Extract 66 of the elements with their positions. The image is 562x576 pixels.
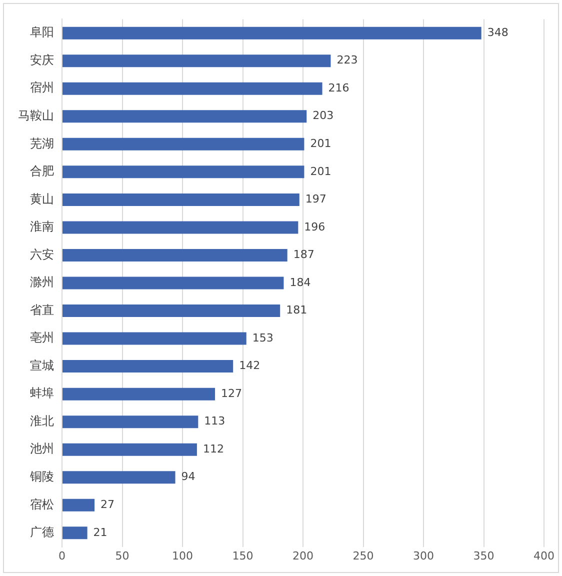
y-tick-label: 亳州 — [30, 330, 54, 345]
bar — [62, 82, 322, 95]
bar — [62, 416, 198, 428]
y-tick-label: 广德 — [30, 525, 54, 540]
y-tick-label: 马鞍山 — [18, 108, 54, 123]
data-label: 127 — [221, 386, 242, 400]
bar — [62, 304, 280, 318]
bar — [62, 526, 88, 540]
bar — [62, 166, 304, 178]
bar — [62, 54, 331, 68]
x-tick-label: 150 — [232, 549, 254, 562]
y-tick-label: 滁州 — [30, 275, 54, 290]
data-label: 201 — [310, 137, 332, 150]
data-label: 201 — [310, 164, 332, 178]
y-tick-label: 芜湖 — [30, 136, 54, 150]
bar — [62, 276, 284, 290]
y-tick-label: 淮北 — [30, 414, 54, 428]
bar — [62, 193, 300, 206]
y-tick-label: 池州 — [30, 442, 54, 456]
data-label: 203 — [312, 109, 334, 122]
x-tick-label: 400 — [534, 549, 554, 562]
y-tick-label: 宿州 — [30, 80, 54, 95]
data-label: 94 — [181, 470, 196, 484]
x-tick-label: 300 — [413, 549, 434, 562]
data-label: 216 — [328, 81, 350, 94]
y-tick-label: 合肥 — [30, 164, 54, 178]
data-label: 112 — [202, 442, 224, 456]
y-tick-label: 安庆 — [30, 52, 54, 67]
x-tick-label: 350 — [473, 549, 494, 562]
x-tick-label: 0 — [58, 549, 66, 562]
y-tick-label: 宣城 — [30, 358, 54, 372]
data-label: 197 — [305, 192, 326, 206]
bar — [62, 138, 304, 150]
x-tick-label: 250 — [352, 549, 374, 562]
bar — [62, 26, 482, 40]
x-tick-label: 200 — [292, 549, 314, 562]
x-tick-label: 50 — [115, 549, 130, 562]
y-tick-label: 六安 — [30, 247, 54, 262]
y-tick-label: 黄山 — [30, 192, 54, 206]
data-label: 348 — [487, 26, 508, 39]
data-label: 153 — [252, 331, 274, 344]
bar — [62, 110, 307, 123]
data-label: 21 — [93, 526, 108, 539]
y-tick-label: 蚌埠 — [30, 386, 54, 400]
y-tick-label: 淮南 — [30, 220, 54, 234]
bar — [62, 471, 176, 484]
data-label: 181 — [286, 304, 308, 317]
bar — [62, 498, 95, 512]
bar — [62, 360, 234, 373]
data-label: 142 — [239, 359, 260, 372]
data-label: 184 — [290, 276, 311, 289]
bar — [62, 221, 298, 234]
bar — [62, 248, 288, 262]
data-label: 196 — [304, 220, 326, 234]
data-label: 113 — [204, 414, 226, 428]
bar — [62, 388, 216, 400]
data-label: 187 — [293, 248, 314, 262]
y-tick-label: 省直 — [30, 302, 54, 317]
y-tick-label: 阜阳 — [30, 25, 54, 40]
data-label: 27 — [100, 498, 115, 512]
y-tick-label: 宿松 — [30, 497, 54, 512]
y-tick-label: 铜陵 — [29, 470, 54, 484]
data-label: 223 — [336, 54, 358, 67]
x-tick-label: 100 — [172, 549, 193, 562]
bar — [62, 332, 246, 345]
bar — [62, 443, 197, 456]
